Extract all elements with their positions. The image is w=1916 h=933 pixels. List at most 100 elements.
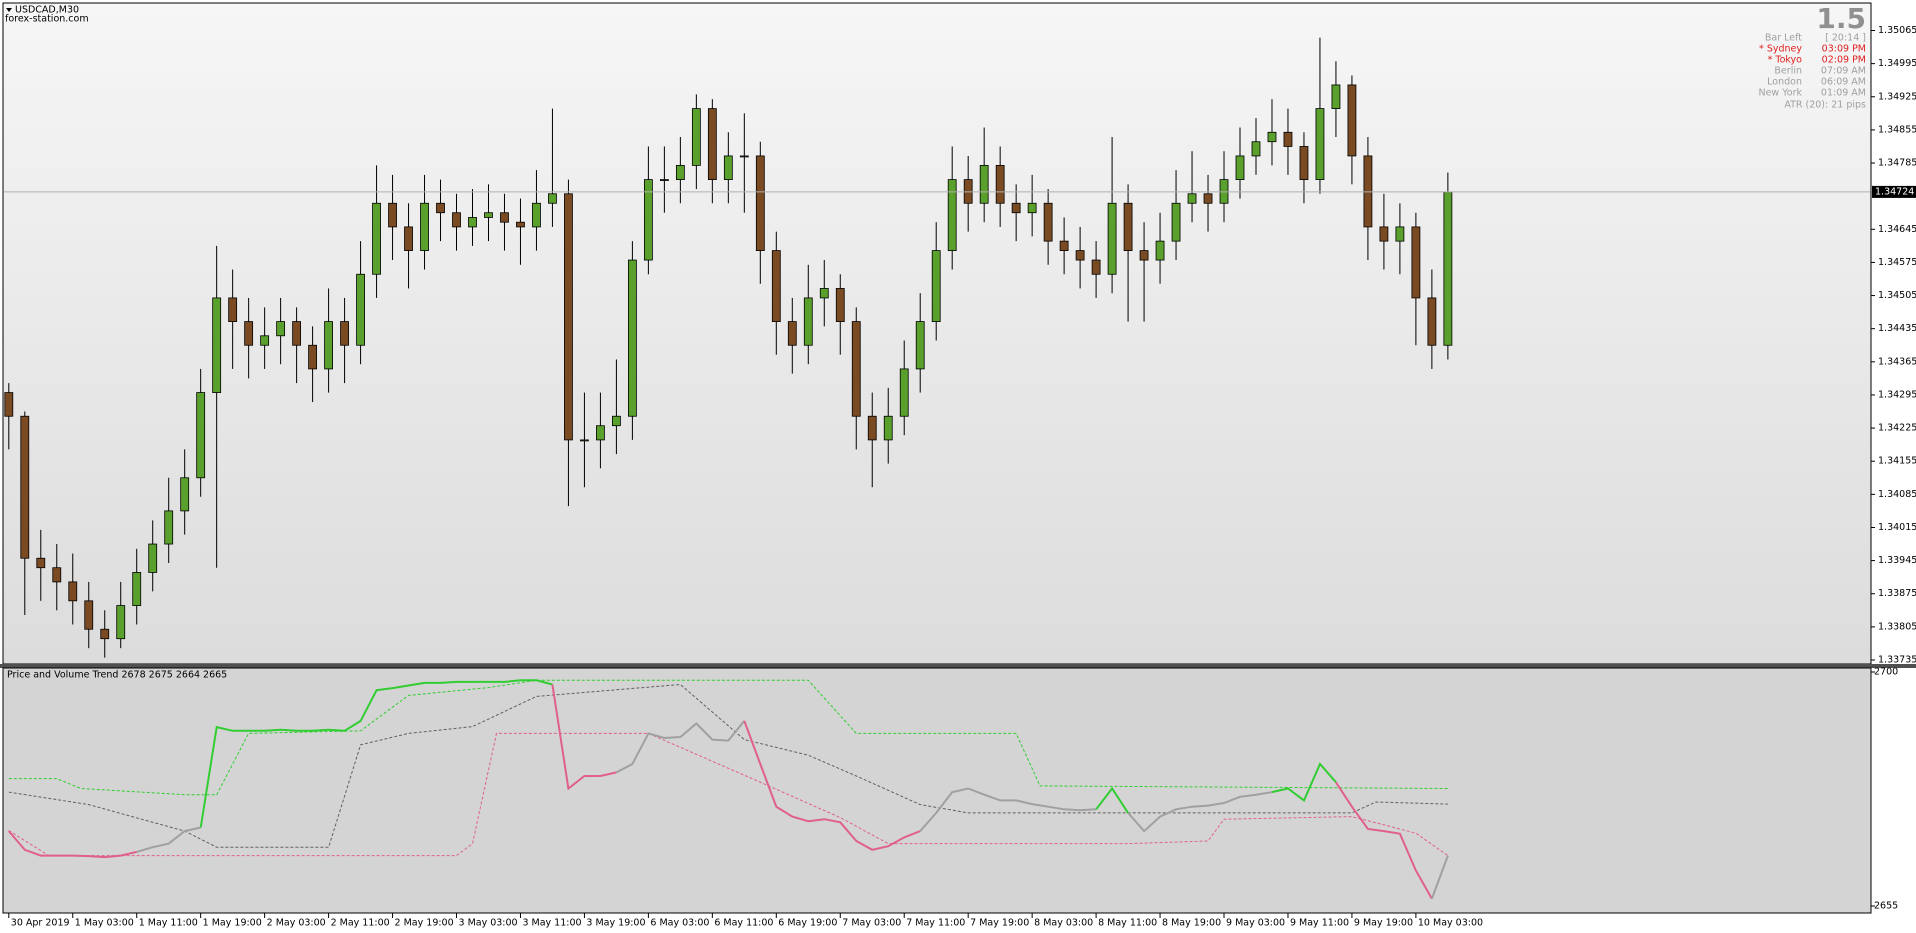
candle-body <box>532 202 541 228</box>
candle-body <box>292 321 302 346</box>
x-tick-label: 9 May 11:00 <box>1290 918 1349 929</box>
pvt-line <box>1095 786 1129 814</box>
menu-arrow[interactable] <box>6 8 12 12</box>
candle-body <box>1059 240 1069 251</box>
candle-body <box>244 321 254 346</box>
candle-body <box>4 392 14 417</box>
candle-body <box>723 155 733 180</box>
y-tick-label: 1.34505 <box>1878 290 1916 301</box>
x-tick-label: 9 May 03:00 <box>1226 918 1285 929</box>
y-tick-label: 1.33945 <box>1878 555 1916 566</box>
candle-body <box>1235 155 1245 180</box>
y-tick-label: 1.34645 <box>1878 224 1916 235</box>
candle-body <box>707 108 717 180</box>
candle-body <box>739 155 749 158</box>
candle-body <box>1155 240 1165 261</box>
candle-body <box>1187 193 1197 204</box>
info-label: New York <box>1758 88 1802 99</box>
y-tick-label: 1.35065 <box>1878 25 1916 36</box>
candle-body <box>1283 131 1293 147</box>
candle-body <box>1299 146 1309 180</box>
candle-body <box>596 425 605 441</box>
candle-body <box>787 321 797 346</box>
candle-body <box>340 321 349 346</box>
y-tick-label: 1.33735 <box>1878 655 1916 666</box>
x-tick-label: 2 May 11:00 <box>331 918 390 929</box>
y-tick-label: 1.34085 <box>1878 489 1916 500</box>
x-tick-label: 6 May 19:00 <box>778 918 837 929</box>
signal-line <box>8 679 1448 796</box>
pvt-line <box>199 679 553 828</box>
candle-body <box>1171 202 1181 242</box>
candle-body <box>1395 226 1405 242</box>
symbol-title: USDCAD,M30 <box>15 5 79 16</box>
info-label: Berlin <box>1774 66 1802 77</box>
candle-body <box>1091 259 1101 275</box>
candle-body <box>1379 226 1389 242</box>
x-tick-label: 1 May 11:00 <box>139 918 198 929</box>
candle-body <box>452 212 461 228</box>
candle-body <box>771 250 781 322</box>
y-tick-label: 1.34295 <box>1878 389 1916 400</box>
candle-body <box>196 392 206 479</box>
candle-body <box>516 221 525 228</box>
panel-separator <box>0 664 1916 668</box>
x-tick-label: 2 May 19:00 <box>395 918 454 929</box>
candle-body <box>1427 297 1437 346</box>
y-tick-label: 1.33805 <box>1878 621 1916 632</box>
candle-body <box>356 273 365 346</box>
candle-body <box>1315 108 1325 180</box>
candle-body <box>851 321 861 417</box>
x-tick-label: 10 May 03:00 <box>1418 918 1483 929</box>
y-tick-label: 1.34575 <box>1878 257 1916 268</box>
candle-body <box>883 415 893 441</box>
x-tick-label: 30 Apr 2019 <box>11 918 70 929</box>
candle-body <box>500 212 509 223</box>
candle-body <box>947 179 957 251</box>
y-tick-label: 2700 <box>1874 667 1898 678</box>
signal-line <box>8 683 1448 848</box>
info-label: London <box>1767 77 1802 88</box>
candle-body <box>484 212 493 218</box>
x-tick-label: 8 May 03:00 <box>1034 918 1093 929</box>
y-tick-label: 1.34435 <box>1878 323 1916 334</box>
candle-body <box>116 605 126 640</box>
candle-body <box>1267 131 1277 143</box>
y-tick-label: 1.34015 <box>1878 522 1916 533</box>
pvt-line <box>743 720 921 851</box>
candle-body <box>1011 202 1021 214</box>
info-value: 07:09 AM <box>1821 66 1866 77</box>
x-tick-label: 3 May 19:00 <box>586 918 645 929</box>
pvt-line <box>1271 762 1337 802</box>
info-value: [ 20:14 ] <box>1825 33 1866 44</box>
pvt-line <box>551 684 617 791</box>
candle-body <box>643 179 653 261</box>
candle-body <box>148 543 158 573</box>
y-tick-label: 1.34855 <box>1878 124 1916 135</box>
info-value: 01:09 AM <box>1821 88 1866 99</box>
pvt-line <box>615 720 746 774</box>
info-big: 1.5 <box>1816 2 1866 35</box>
x-tick-label: 1 May 03:00 <box>75 918 134 929</box>
candle-body <box>84 600 94 630</box>
candle-body <box>372 202 381 275</box>
candle-body <box>388 202 397 228</box>
candle-body <box>52 567 62 583</box>
current-price-label: 1.34724 <box>1875 186 1914 197</box>
candle-body <box>675 164 685 180</box>
candle-body <box>324 321 333 370</box>
candle-body <box>612 415 621 427</box>
x-tick-label: 7 May 19:00 <box>970 918 1029 929</box>
candle-body <box>420 202 429 251</box>
price-panel <box>2 2 1872 665</box>
candle-body <box>1347 84 1357 157</box>
info-value: 06:09 AM <box>1821 77 1866 88</box>
signal-line <box>8 732 1449 857</box>
x-tick-label: 3 May 11:00 <box>522 918 581 929</box>
candle-body <box>260 335 270 346</box>
candle-body <box>1443 191 1453 346</box>
x-tick-label: 3 May 03:00 <box>459 918 518 929</box>
indicator-title: Price and Volume Trend 2678 2675 2664 26… <box>7 670 227 681</box>
x-tick-label: 9 May 19:00 <box>1354 918 1413 929</box>
